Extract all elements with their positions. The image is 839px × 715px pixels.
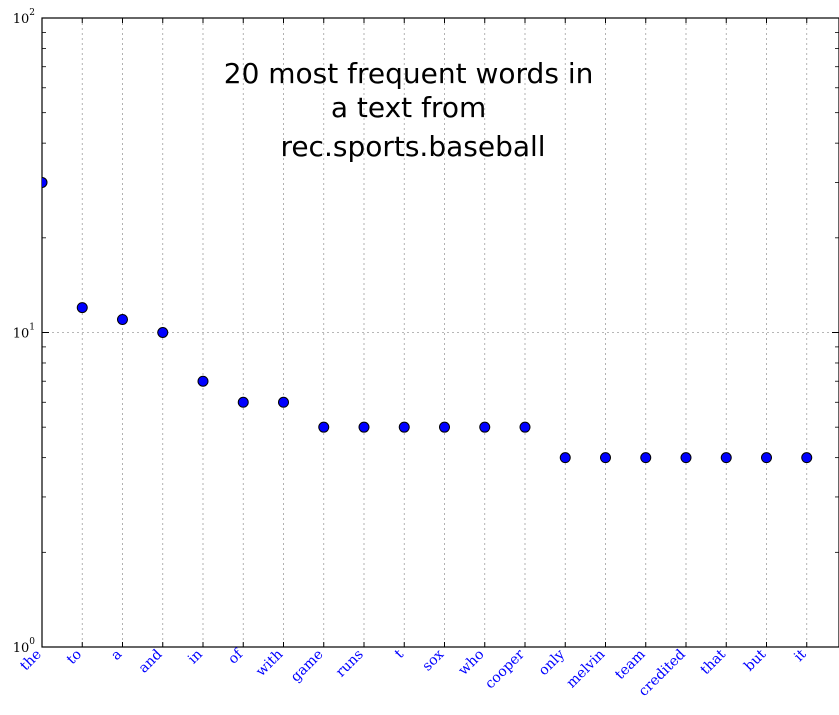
- data-point: [76, 302, 88, 314]
- chart-title-line-1: 20 most frequent words in: [224, 57, 594, 90]
- x-category-label: it: [791, 646, 810, 665]
- data-point: [278, 396, 289, 408]
- x-category-label: in: [185, 647, 206, 668]
- chart-title-line-3: rec.sports.baseball: [280, 130, 545, 163]
- y-tick-label: 101: [13, 323, 35, 342]
- data-point: [519, 421, 531, 433]
- x-category-label: runs: [333, 647, 367, 681]
- data-point: [801, 452, 813, 464]
- tick-layer: 100 101 102: [13, 8, 839, 656]
- data-point: [640, 452, 652, 464]
- data-point: [680, 452, 692, 464]
- data-point: [237, 396, 249, 408]
- data-point: [117, 313, 128, 325]
- data-point: [761, 452, 772, 464]
- x-category-label: who: [455, 647, 487, 679]
- data-point: [197, 375, 209, 387]
- data-point: [439, 421, 450, 433]
- x-category-label: of: [225, 645, 247, 667]
- chart-title-line-2: a text from: [331, 91, 486, 124]
- data-point: [559, 452, 571, 464]
- x-category-label: to: [64, 647, 85, 668]
- x-category-label: and: [136, 646, 166, 676]
- x-category-label: that: [698, 646, 730, 678]
- data-point: [398, 421, 410, 433]
- x-category-label: sox: [419, 646, 447, 674]
- data-point: [479, 421, 491, 433]
- data-point: [720, 452, 732, 464]
- x-category-label: cooper: [482, 646, 528, 692]
- data-point: [600, 452, 611, 464]
- x-category-label: a: [108, 647, 125, 664]
- x-category-label: with: [253, 647, 286, 680]
- x-category-label: team: [612, 647, 648, 683]
- x-category-label: but: [741, 646, 769, 674]
- data-point: [318, 421, 330, 433]
- point-layer: [42, 176, 813, 464]
- x-category-label: melvin: [563, 647, 608, 692]
- chart-title: 20 most frequent words in a text from re…: [224, 57, 603, 163]
- data-point: [358, 421, 370, 433]
- y-tick-label: 100: [13, 637, 36, 656]
- data-point: [42, 176, 48, 188]
- x-category-label: only: [536, 646, 568, 678]
- x-category-label: game: [288, 647, 327, 686]
- x-category-label: t: [392, 646, 408, 662]
- y-tick-label: 102: [13, 8, 35, 27]
- data-point: [157, 327, 169, 338]
